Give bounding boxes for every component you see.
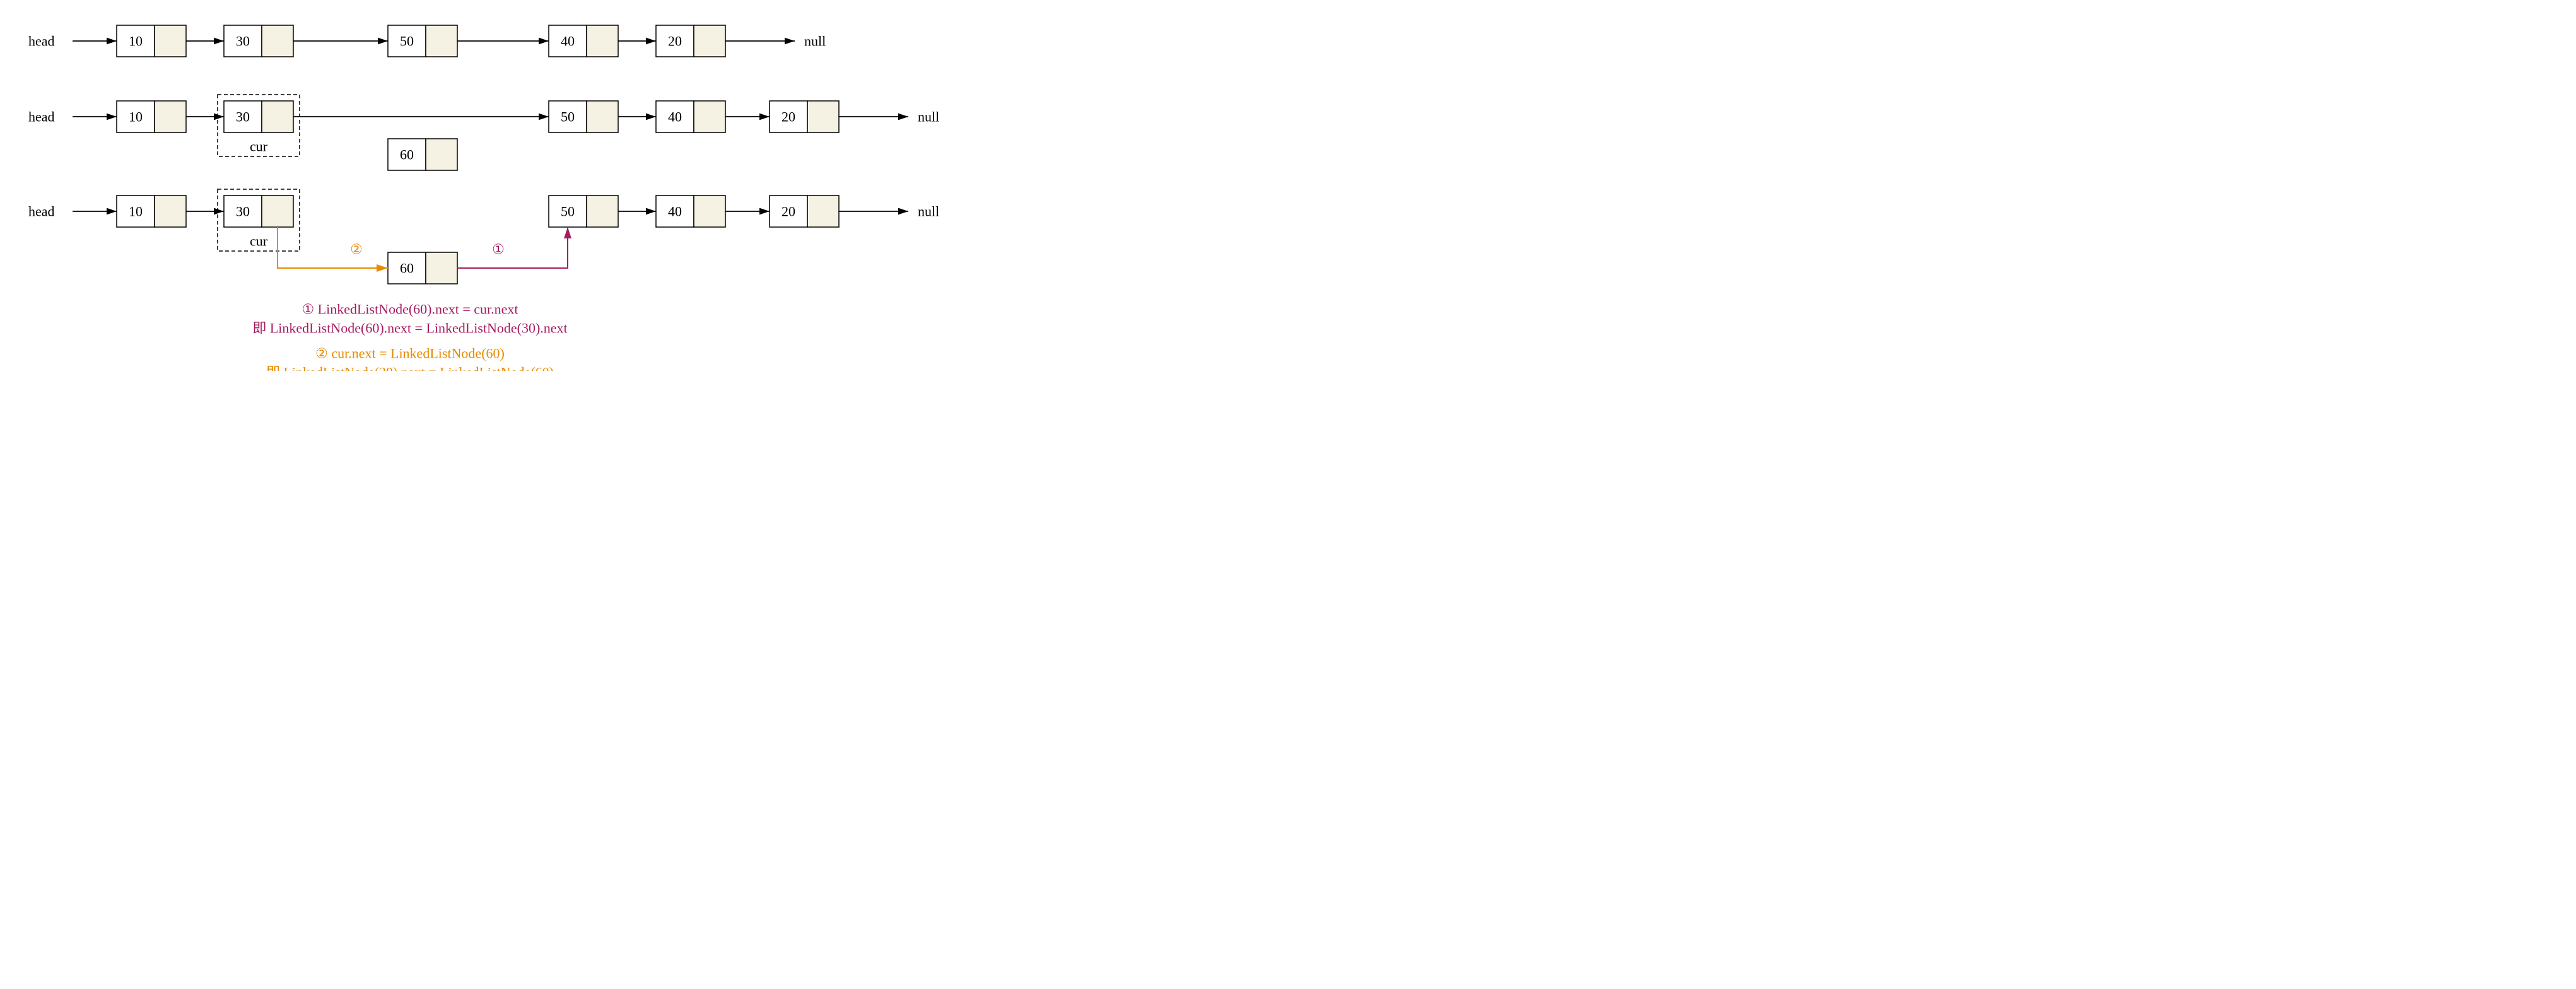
node-value: 40 xyxy=(668,109,682,125)
node-value: 10 xyxy=(129,33,143,49)
node-value: 30 xyxy=(236,109,250,125)
node-value: 40 xyxy=(561,33,575,49)
node-value: 10 xyxy=(129,204,143,219)
list-node: 30 xyxy=(224,25,293,57)
list-node: 50 xyxy=(388,25,457,57)
node-value: 60 xyxy=(400,260,414,276)
null-label: null xyxy=(918,109,939,125)
node-value: 30 xyxy=(236,204,250,219)
caption-line: 即 LinkedListNode(60).next = LinkedListNo… xyxy=(252,320,567,336)
list-node: 60 xyxy=(388,252,457,284)
cur-label: cur xyxy=(250,233,268,249)
list-node: 20 xyxy=(656,25,725,57)
node-value: 50 xyxy=(561,109,575,125)
head-label: head xyxy=(28,204,55,219)
cur-label: cur xyxy=(250,139,268,155)
node-value: 20 xyxy=(668,33,682,49)
node-value: 60 xyxy=(400,147,414,163)
null-label: null xyxy=(918,204,939,219)
list-node: 10 xyxy=(117,196,186,227)
step2-arrow xyxy=(278,227,388,268)
list-node: 10 xyxy=(117,101,186,132)
caption-line: ① LinkedListNode(60).next = cur.next xyxy=(302,301,518,317)
list-node: 50 xyxy=(549,101,618,132)
list-node: 40 xyxy=(656,196,725,227)
caption-line: 即 LinkedListNode(30).next = LinkedListNo… xyxy=(266,365,554,372)
list-node: 10 xyxy=(117,25,186,57)
list-node: 30cur xyxy=(218,95,300,156)
caption-line: ② cur.next = LinkedListNode(60) xyxy=(315,346,505,361)
list-node: 20 xyxy=(770,101,839,132)
null-label: null xyxy=(804,33,826,49)
node-value: 20 xyxy=(782,109,795,125)
head-label: head xyxy=(28,33,55,49)
node-value: 10 xyxy=(129,109,143,125)
node-value: 20 xyxy=(782,204,795,219)
head-label: head xyxy=(28,109,55,125)
list-node: 20 xyxy=(770,196,839,227)
step1-badge: ① xyxy=(492,242,505,257)
list-node: 60 xyxy=(388,139,457,170)
list-node: 40 xyxy=(549,25,618,57)
list-node: 30cur xyxy=(218,189,300,251)
step2-badge: ② xyxy=(350,242,363,257)
node-value: 40 xyxy=(668,204,682,219)
node-value: 50 xyxy=(561,204,575,219)
list-node: 40 xyxy=(656,101,725,132)
step1-arrow xyxy=(457,227,568,268)
node-value: 30 xyxy=(236,33,250,49)
node-value: 50 xyxy=(400,33,414,49)
list-node: 50 xyxy=(549,196,618,227)
